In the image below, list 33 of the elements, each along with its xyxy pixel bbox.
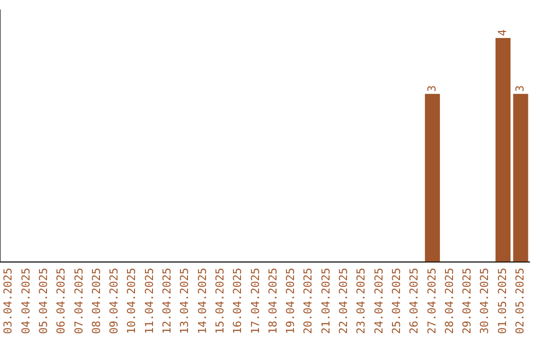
x-tick-label: 26.04.2025 xyxy=(408,268,421,334)
x-tick-label: 20.04.2025 xyxy=(302,268,315,334)
x-tick-label: 02.05.2025 xyxy=(514,268,527,334)
x-tick-label: 30.04.2025 xyxy=(478,268,492,334)
x-tick-label: 04.04.2025 xyxy=(19,268,32,334)
x-tick-label: 17.04.2025 xyxy=(248,268,262,334)
x-tick-label: 16.04.2025 xyxy=(231,268,244,334)
x-tick-label: 03.04.2025 xyxy=(2,268,15,334)
data-label: 4 xyxy=(496,28,509,36)
x-tick-label: 06.04.2025 xyxy=(54,268,68,334)
x-tick-label: 18.04.2025 xyxy=(266,268,280,334)
x-tick-label: 29.04.2025 xyxy=(460,268,474,334)
x-tick-label: 14.04.2025 xyxy=(196,268,209,334)
x-tick-label: 08.04.2025 xyxy=(90,268,103,334)
data-label: 3 xyxy=(514,85,527,92)
x-tick-label: 19.04.2025 xyxy=(284,268,298,334)
x-tick-label: 15.04.2025 xyxy=(213,268,226,334)
x-tick-label: 10.04.2025 xyxy=(125,268,138,334)
x-tick-label: 13.04.2025 xyxy=(178,268,192,334)
x-tick-label: 05.04.2025 xyxy=(36,268,50,334)
x-tick-label: 24.04.2025 xyxy=(372,268,386,334)
x-tick-label: 01.05.2025 xyxy=(496,268,509,334)
x-tick-label: 21.04.2025 xyxy=(319,268,332,334)
x-tick-label: 07.04.2025 xyxy=(72,268,86,334)
x-tick-label: 25.04.2025 xyxy=(390,268,403,334)
x-tick-label: 23.04.2025 xyxy=(354,268,368,334)
x-tick-label: 11.04.2025 xyxy=(142,268,156,334)
x-tick-label: 27.04.2025 xyxy=(425,268,438,334)
data-label: 3 xyxy=(425,85,438,92)
x-tick-label: 28.04.2025 xyxy=(442,268,456,334)
x-tick-label: 22.04.2025 xyxy=(337,268,350,334)
x-tick-label: 12.04.2025 xyxy=(160,268,174,334)
x-tick-label: 09.04.2025 xyxy=(108,268,121,334)
